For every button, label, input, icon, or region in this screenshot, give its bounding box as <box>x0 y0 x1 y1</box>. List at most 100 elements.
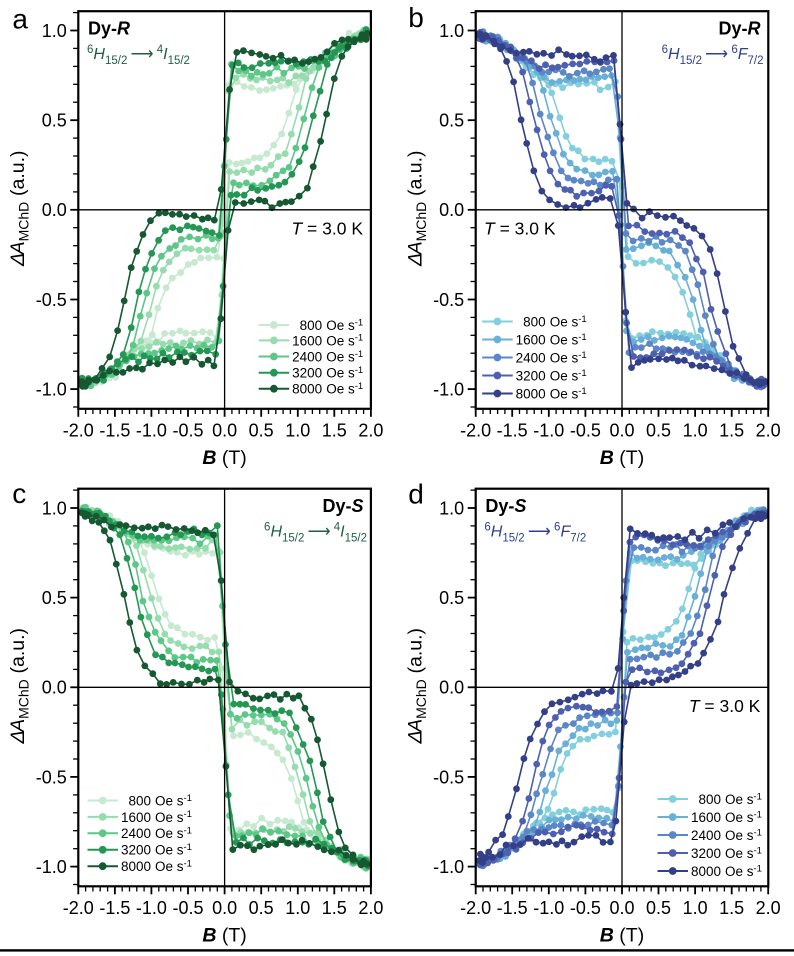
svg-text:0.0: 0.0 <box>439 678 464 698</box>
svg-text:-2.0: -2.0 <box>460 898 491 918</box>
svg-text:Oe s-1: Oe s-1 <box>550 386 587 402</box>
svg-text:0.0: 0.0 <box>609 421 634 441</box>
svg-text:1600: 1600 <box>691 810 721 825</box>
svg-text:T = 3.0 K: T = 3.0 K <box>689 696 761 716</box>
svg-text:-1.0: -1.0 <box>36 380 67 400</box>
svg-text:B (T): B (T) <box>202 924 246 946</box>
svg-text:MChD: MChD <box>15 202 31 242</box>
svg-text:8000: 8000 <box>691 864 721 879</box>
svg-text:-0.5: -0.5 <box>172 898 203 918</box>
svg-text:0.5: 0.5 <box>439 588 464 608</box>
svg-text:Oe s-1: Oe s-1 <box>725 863 762 879</box>
svg-text:(a.u.): (a.u.) <box>405 150 427 196</box>
svg-text:Oe s-1: Oe s-1 <box>725 791 762 807</box>
svg-text:B (T): B (T) <box>600 924 644 946</box>
svg-text:Δ: Δ <box>405 250 427 268</box>
svg-text:Oe s-1: Oe s-1 <box>326 381 363 397</box>
svg-text:Oe s-1: Oe s-1 <box>326 349 363 365</box>
svg-text:-2.0: -2.0 <box>63 421 94 441</box>
svg-text:0.5: 0.5 <box>249 898 274 918</box>
svg-text:T = 3.0 K: T = 3.0 K <box>291 219 363 239</box>
svg-text:2400: 2400 <box>516 350 546 365</box>
svg-text:3200: 3200 <box>691 846 721 861</box>
svg-text:2400: 2400 <box>121 826 151 841</box>
svg-text:0.0: 0.0 <box>439 200 464 220</box>
svg-text:-1.0: -1.0 <box>36 857 67 877</box>
svg-text:-0.5: -0.5 <box>433 290 464 310</box>
svg-text:Dy-R: Dy-R <box>88 19 130 39</box>
svg-text:Oe s-1: Oe s-1 <box>326 365 363 381</box>
svg-text:(a.u.): (a.u.) <box>7 628 29 674</box>
svg-text:(a.u.): (a.u.) <box>405 628 427 674</box>
svg-text:3200: 3200 <box>121 843 151 858</box>
svg-text:A: A <box>405 719 427 733</box>
svg-text:MChD: MChD <box>15 679 31 719</box>
svg-text:-0.5: -0.5 <box>570 898 601 918</box>
svg-text:2.0: 2.0 <box>756 421 781 441</box>
svg-text:Oe s-1: Oe s-1 <box>725 827 762 843</box>
svg-text:1.0: 1.0 <box>683 421 708 441</box>
svg-text:0.5: 0.5 <box>249 421 274 441</box>
svg-text:2400: 2400 <box>691 828 721 843</box>
svg-text:d: d <box>408 478 424 509</box>
svg-text:1.0: 1.0 <box>285 898 310 918</box>
svg-text:800: 800 <box>523 314 546 329</box>
svg-text:Oe s-1: Oe s-1 <box>155 793 192 809</box>
svg-text:b: b <box>408 2 424 33</box>
svg-text:c: c <box>12 478 26 509</box>
svg-text:Oe s-1: Oe s-1 <box>326 317 363 333</box>
svg-text:Δ: Δ <box>405 727 427 745</box>
svg-text:1.5: 1.5 <box>322 421 347 441</box>
svg-text:A: A <box>405 241 427 255</box>
svg-text:800: 800 <box>128 793 151 808</box>
svg-text:Oe s-1: Oe s-1 <box>155 842 192 858</box>
svg-text:2.0: 2.0 <box>358 421 383 441</box>
svg-text:-1.0: -1.0 <box>533 898 564 918</box>
svg-text:Oe s-1: Oe s-1 <box>550 314 587 330</box>
svg-text:-1.0: -1.0 <box>433 380 464 400</box>
svg-text:-0.5: -0.5 <box>36 767 67 787</box>
svg-text:1.5: 1.5 <box>719 898 744 918</box>
svg-text:0.0: 0.0 <box>42 678 67 698</box>
svg-text:B (T): B (T) <box>202 447 246 469</box>
svg-text:a: a <box>12 4 28 35</box>
svg-text:2400: 2400 <box>292 349 322 364</box>
svg-text:T = 3.0 K: T = 3.0 K <box>484 219 556 239</box>
svg-text:0.5: 0.5 <box>42 111 67 131</box>
svg-text:-1.5: -1.5 <box>497 898 528 918</box>
svg-text:Dy-S: Dy-S <box>485 496 526 516</box>
svg-text:8000: 8000 <box>292 382 322 397</box>
svg-text:-1.0: -1.0 <box>533 421 564 441</box>
svg-text:Dy-S: Dy-S <box>322 496 363 516</box>
svg-text:Δ: Δ <box>7 250 29 268</box>
svg-text:0.5: 0.5 <box>646 898 671 918</box>
svg-text:B (T): B (T) <box>600 447 644 469</box>
svg-text:1.0: 1.0 <box>439 21 464 41</box>
svg-text:0.0: 0.0 <box>609 898 634 918</box>
svg-text:1.5: 1.5 <box>719 421 744 441</box>
svg-text:-1.5: -1.5 <box>99 421 130 441</box>
svg-text:Dy-R: Dy-R <box>718 19 760 39</box>
svg-text:1.0: 1.0 <box>285 421 310 441</box>
svg-text:8000: 8000 <box>516 386 546 401</box>
svg-text:-0.5: -0.5 <box>433 767 464 787</box>
svg-text:1600: 1600 <box>516 332 546 347</box>
svg-text:-0.5: -0.5 <box>172 421 203 441</box>
svg-text:-1.5: -1.5 <box>497 421 528 441</box>
svg-text:-1.0: -1.0 <box>136 898 167 918</box>
svg-text:3200: 3200 <box>292 366 322 381</box>
svg-text:-1.5: -1.5 <box>99 898 130 918</box>
svg-text:3200: 3200 <box>516 368 546 383</box>
svg-text:1600: 1600 <box>292 333 322 348</box>
svg-text:800: 800 <box>698 792 721 807</box>
svg-text:6H15/2 ⟶ 4I15/2: 6H15/2 ⟶ 4I15/2 <box>264 522 367 545</box>
svg-text:MChD: MChD <box>413 202 429 242</box>
svg-text:A: A <box>7 241 29 255</box>
svg-text:2.0: 2.0 <box>756 898 781 918</box>
svg-text:-0.5: -0.5 <box>570 421 601 441</box>
svg-text:6H15/2 ⟶ 4I15/2: 6H15/2 ⟶ 4I15/2 <box>87 44 190 67</box>
svg-text:1.0: 1.0 <box>439 498 464 518</box>
svg-text:0.0: 0.0 <box>212 898 237 918</box>
svg-text:Oe s-1: Oe s-1 <box>326 333 363 349</box>
svg-text:Oe s-1: Oe s-1 <box>550 332 587 348</box>
